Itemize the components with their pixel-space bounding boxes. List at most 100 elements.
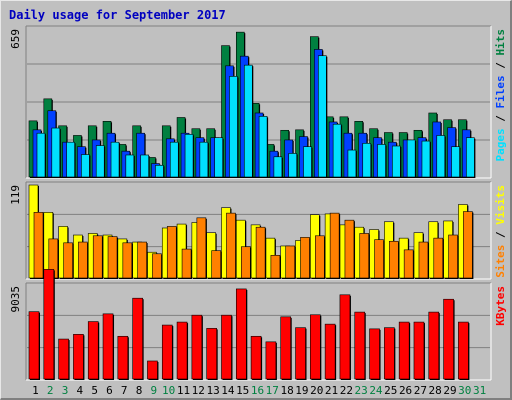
x-tick-day-21: 21 — [325, 384, 338, 397]
x-tick-day-26: 26 — [399, 384, 412, 397]
ytick-label-visits-sites: 119 — [9, 185, 22, 205]
side-label-part: KBytes — [494, 286, 507, 326]
bar-pages-day-2 — [51, 127, 61, 178]
x-tick-day-14: 14 — [221, 384, 235, 397]
bar-kbytes-day-6 — [102, 313, 114, 380]
bar-kbytes-day-15 — [235, 288, 247, 380]
bar-kbytes-day-1 — [28, 311, 40, 380]
bar-pages-day-15 — [243, 64, 253, 178]
x-tick-day-10: 10 — [162, 384, 175, 397]
x-tick-day-3: 3 — [62, 384, 69, 397]
bar-kbytes-day-29 — [443, 298, 454, 380]
bar-sites-day-5 — [92, 235, 103, 279]
bar-pages-day-28 — [436, 135, 446, 178]
side-label-visits-sites: Sites / Visits — [494, 185, 507, 278]
bar-kbytes-day-25 — [384, 327, 395, 380]
bar-pages-day-6 — [110, 141, 120, 178]
x-tick-day-31: 31 — [473, 384, 486, 397]
x-tick-day-15: 15 — [236, 384, 249, 397]
bar-kbytes-day-3 — [58, 338, 69, 380]
bar-pages-day-18 — [288, 153, 298, 178]
bar-sites-day-16 — [255, 226, 266, 279]
bar-pages-day-20 — [318, 55, 327, 178]
bar-kbytes-day-16 — [250, 335, 262, 380]
bar-sites-day-20 — [315, 235, 325, 279]
ytick-label-kbytes: 9035 — [9, 286, 22, 313]
x-tick-day-19: 19 — [295, 384, 308, 397]
bar-sites-day-18 — [285, 245, 296, 279]
x-tick-day-6: 6 — [106, 384, 113, 397]
bar-pages-day-5 — [95, 145, 105, 178]
x-tick-day-28: 28 — [429, 384, 442, 397]
bar-kbytes-day-12 — [191, 314, 203, 380]
bar-pages-day-7 — [125, 154, 135, 178]
bar-pages-day-24 — [377, 144, 386, 178]
bar-pages-day-14 — [229, 76, 238, 178]
bar-sites-day-6 — [107, 236, 118, 279]
bar-kbytes-day-21 — [324, 323, 336, 380]
ytick-label-hits-files-pages: 659 — [9, 29, 22, 49]
bar-sites-day-24 — [374, 239, 384, 279]
x-tick-day-2: 2 — [47, 384, 54, 397]
bar-kbytes-day-13 — [206, 328, 217, 380]
bar-kbytes-day-4 — [73, 334, 84, 380]
bar-sites-day-9 — [152, 253, 162, 279]
side-label-part: Visits — [494, 185, 507, 225]
bar-kbytes-day-2 — [43, 269, 55, 380]
x-tick-day-17: 17 — [266, 384, 279, 397]
side-label-part: Files — [494, 75, 507, 108]
bar-sites-day-22 — [344, 219, 355, 279]
bar-pages-day-1 — [36, 132, 46, 178]
side-label-part: / — [494, 225, 507, 245]
bar-pages-day-29 — [451, 146, 460, 178]
side-label-part: Sites — [494, 245, 507, 278]
side-label-kbytes: KBytes — [494, 286, 507, 326]
side-label-part: / — [494, 109, 507, 129]
bar-sites-day-19 — [300, 237, 310, 279]
bar-kbytes-day-18 — [280, 316, 292, 380]
bar-sites-day-3 — [63, 242, 73, 279]
bar-pages-day-12 — [199, 141, 209, 178]
side-label-part: Hits — [494, 29, 507, 56]
bar-sites-day-15 — [240, 246, 251, 279]
x-tick-day-1: 1 — [32, 384, 39, 397]
bar-pages-day-8 — [140, 154, 149, 178]
bar-pages-day-13 — [214, 137, 223, 178]
bar-kbytes-day-23 — [354, 311, 366, 380]
bar-sites-day-29 — [448, 234, 458, 279]
bar-kbytes-day-5 — [87, 321, 99, 380]
x-tick-day-24: 24 — [369, 384, 383, 397]
x-tick-day-25: 25 — [384, 384, 397, 397]
bar-kbytes-day-20 — [310, 314, 321, 380]
x-tick-day-7: 7 — [121, 384, 128, 397]
bar-pages-day-23 — [362, 143, 372, 178]
bar-sites-day-13 — [211, 250, 221, 279]
bar-kbytes-day-27 — [413, 321, 425, 380]
x-tick-day-16: 16 — [251, 384, 264, 397]
bar-pages-day-4 — [81, 154, 90, 178]
bar-sites-day-23 — [359, 233, 370, 279]
bar-sites-day-12 — [196, 217, 207, 279]
bar-pages-day-25 — [392, 145, 401, 178]
bar-sites-day-28 — [433, 237, 444, 279]
x-tick-day-5: 5 — [91, 384, 98, 397]
bar-kbytes-day-7 — [117, 335, 129, 380]
side-label-part: / — [494, 56, 507, 76]
side-label-hits-files-pages: Pages / Files / Hits — [494, 29, 507, 162]
bar-kbytes-day-9 — [147, 360, 158, 380]
side-label-part: Pages — [494, 128, 507, 161]
bar-kbytes-day-11 — [176, 321, 188, 380]
bar-sites-day-10 — [166, 226, 177, 279]
bar-pages-day-3 — [66, 141, 75, 178]
bar-kbytes-day-19 — [295, 327, 306, 380]
x-tick-day-8: 8 — [136, 384, 143, 397]
x-tick-day-23: 23 — [355, 384, 368, 397]
x-tick-day-20: 20 — [310, 384, 323, 397]
chart-title: Daily usage for September 2017 — [9, 8, 226, 22]
bar-pages-day-10 — [169, 141, 179, 178]
bar-pages-day-11 — [184, 134, 194, 178]
x-tick-day-18: 18 — [280, 384, 293, 397]
x-tick-day-30: 30 — [458, 384, 471, 397]
x-tick-day-12: 12 — [192, 384, 205, 397]
bar-pages-day-9 — [155, 165, 164, 178]
